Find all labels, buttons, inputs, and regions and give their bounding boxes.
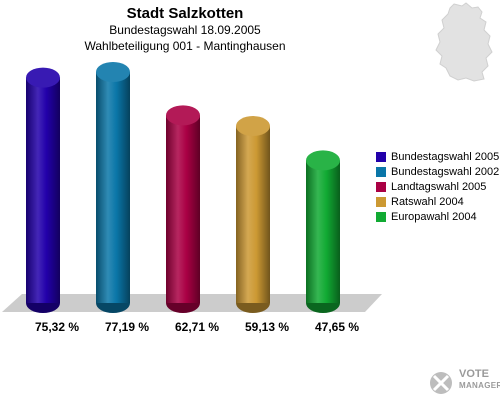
legend-label: Bundestagswahl 2005 [391, 151, 500, 164]
logo-line-1: VOTE [459, 368, 489, 380]
value-label: 62,71 % [175, 320, 219, 334]
legend-swatch [376, 152, 386, 163]
legend-item: Europawahl 2004 [376, 209, 499, 224]
legend-item: Bundestagswahl 2005 [376, 150, 499, 165]
bar-top [96, 62, 130, 82]
bar-body [166, 115, 200, 304]
logo-line-2: MANAGER [459, 381, 500, 390]
bar-body [236, 126, 270, 304]
bar-top [26, 67, 60, 88]
bar-5 [306, 150, 340, 313]
chart-title: Stadt Salzkotten [126, 5, 244, 22]
chart-subtitle: Bundestagswahl 18.09.2005 [109, 23, 261, 37]
legend-label: Bundestagswahl 2002 [391, 166, 500, 179]
legend-swatch [376, 211, 386, 222]
bar-body [96, 72, 130, 303]
vote-manager-logo-icon [430, 372, 452, 394]
legend-label: Ratswahl 2004 [391, 195, 464, 208]
vote-manager-logo: VOTE MANAGER [459, 369, 500, 391]
legend-item: Bundestagswahl 2002 [376, 165, 499, 180]
bar-2 [96, 62, 130, 313]
legend-item: Ratswahl 2004 [376, 194, 499, 209]
bar-body [306, 160, 340, 303]
value-label: 75,32 % [35, 320, 79, 334]
legend-swatch [376, 181, 386, 192]
legend-item: Landtagswahl 2005 [376, 180, 499, 195]
value-label: 77,19 % [105, 320, 149, 334]
value-label: 47,65 % [315, 320, 359, 334]
legend-label: Landtagswahl 2005 [391, 180, 487, 193]
bar-4 [236, 116, 270, 313]
value-label: 59,13 % [245, 320, 289, 334]
bar-1 [26, 67, 60, 313]
chart-subtitle-2: Wahlbeteiligung 001 - Mantinghausen [84, 39, 286, 53]
bar-top [166, 105, 200, 126]
bar-3 [166, 105, 200, 313]
legend-swatch [376, 196, 386, 207]
germany-map-icon [435, 2, 493, 82]
chart-legend: Bundestagswahl 2005 Bundestagswahl 2002 La… [376, 150, 499, 224]
bar-top [236, 116, 270, 137]
legend-label: Europawahl 2004 [391, 210, 477, 223]
bar-body [26, 77, 60, 303]
legend-swatch [376, 167, 386, 178]
bar-top [306, 150, 340, 171]
